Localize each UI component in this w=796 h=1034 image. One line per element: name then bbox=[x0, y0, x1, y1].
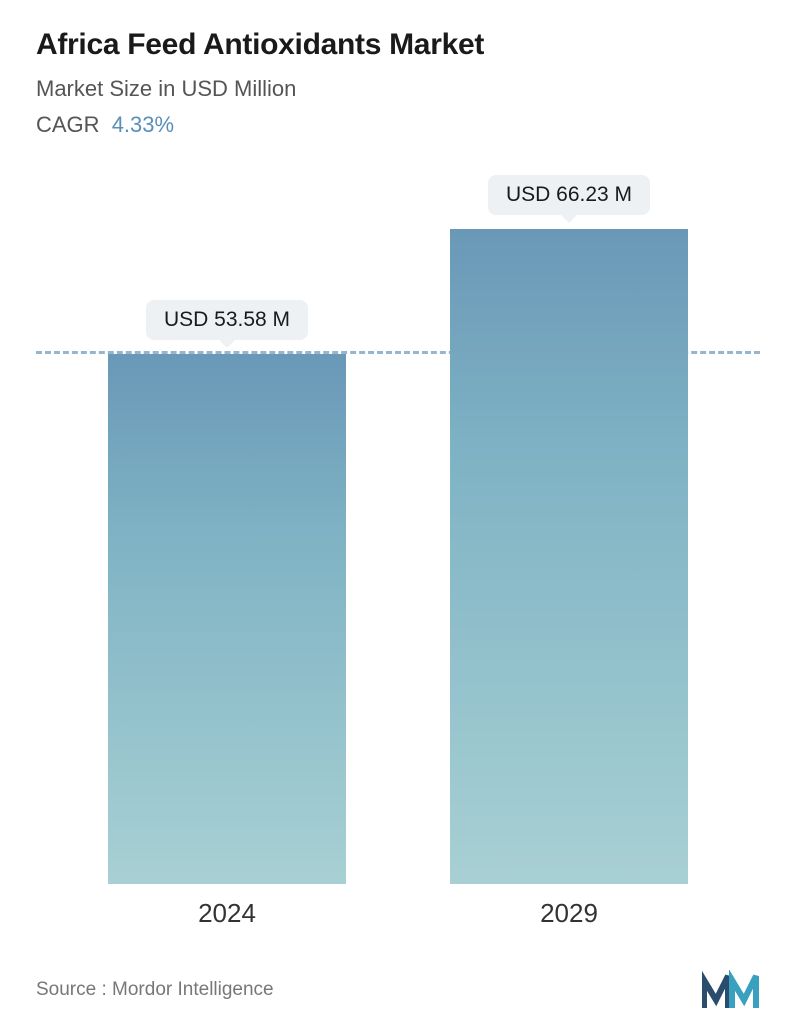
bar-2029 bbox=[450, 229, 688, 884]
bar-value-label: USD 66.23 M bbox=[488, 175, 650, 215]
x-axis-label: 2029 bbox=[450, 884, 688, 929]
bar-group-2029: USD 66.23 M bbox=[450, 175, 688, 884]
x-axis: 2024 2029 bbox=[56, 884, 740, 944]
chart-container: Africa Feed Antioxidants Market Market S… bbox=[0, 0, 796, 1034]
cagr-value: 4.33% bbox=[112, 112, 174, 137]
chart-footer: Source : Mordor Intelligence bbox=[36, 952, 760, 1010]
bar-group-2024: USD 53.58 M bbox=[108, 300, 346, 884]
bar-2024 bbox=[108, 354, 346, 884]
chart-title: Africa Feed Antioxidants Market bbox=[36, 28, 760, 62]
chart-subtitle: Market Size in USD Million bbox=[36, 76, 760, 102]
chart-area: USD 53.58 M USD 66.23 M 2024 2029 bbox=[56, 208, 740, 944]
source-text: Source : Mordor Intelligence bbox=[36, 979, 274, 1001]
bars-row: USD 53.58 M USD 66.23 M bbox=[56, 208, 740, 884]
x-axis-label: 2024 bbox=[108, 884, 346, 929]
cagr-row: CAGR 4.33% bbox=[36, 112, 760, 138]
mordor-logo-icon bbox=[702, 970, 760, 1010]
bar-value-label: USD 53.58 M bbox=[146, 300, 308, 340]
cagr-label: CAGR bbox=[36, 112, 100, 137]
